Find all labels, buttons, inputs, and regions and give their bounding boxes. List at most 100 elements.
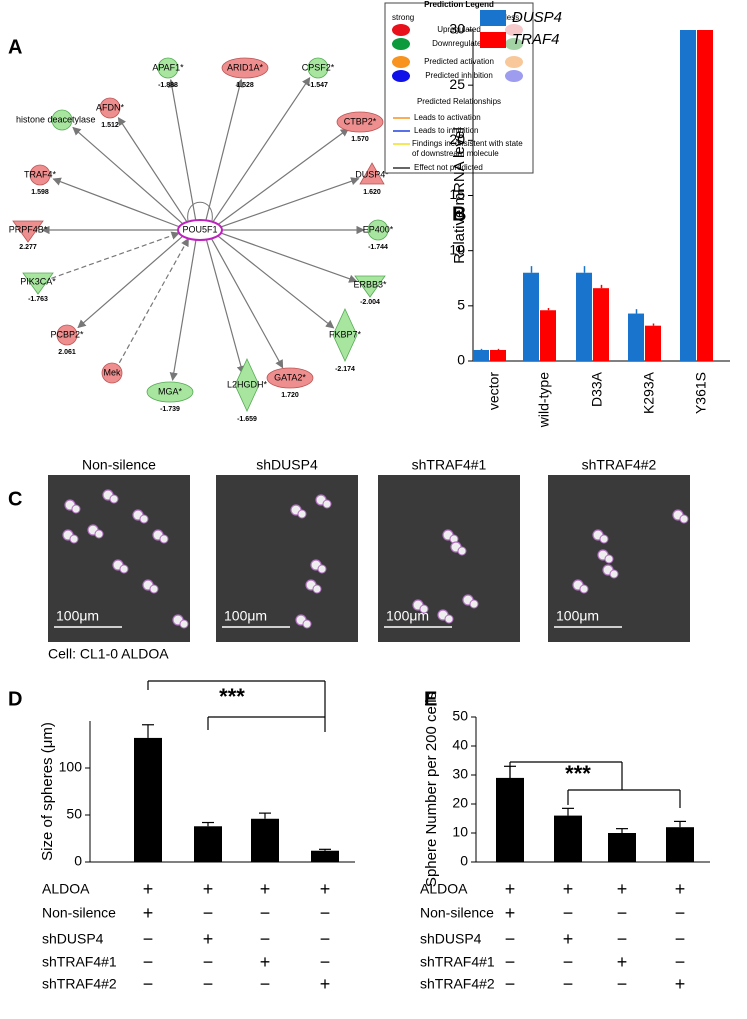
cell bbox=[469, 599, 479, 609]
cell bbox=[322, 499, 332, 509]
cell bbox=[139, 514, 149, 524]
node bbox=[332, 308, 358, 362]
cell bbox=[109, 494, 119, 504]
node-label: Mek bbox=[103, 367, 121, 377]
x-tick-label: vector bbox=[486, 372, 502, 410]
node-value: -1.547 bbox=[308, 82, 328, 89]
node-value: 1.720 bbox=[281, 392, 299, 399]
bar bbox=[540, 310, 556, 361]
node bbox=[359, 162, 385, 185]
condition-mark: − bbox=[563, 952, 574, 972]
image-title: shDUSP4 bbox=[256, 457, 318, 473]
node-value: -2.004 bbox=[360, 299, 380, 306]
condition-label: shDUSP4 bbox=[42, 931, 104, 947]
edge bbox=[205, 239, 245, 375]
micrograph bbox=[378, 475, 520, 642]
node-value: -1.659 bbox=[237, 416, 257, 423]
node-label: MGA* bbox=[158, 386, 183, 396]
legend-item: Downregulated bbox=[432, 39, 486, 48]
condition-mark: − bbox=[203, 952, 214, 972]
edge bbox=[212, 77, 311, 223]
y-tick-label: 10 bbox=[452, 824, 468, 840]
y-tick-label: 50 bbox=[452, 708, 468, 724]
condition-label: shTRAF4#1 bbox=[42, 954, 117, 970]
node-value: 1.598 bbox=[31, 189, 49, 196]
legend-title: Prediction Legend bbox=[424, 0, 494, 9]
cell bbox=[457, 546, 467, 556]
node-label: FKBP7* bbox=[329, 329, 362, 339]
y-tick-label: 40 bbox=[452, 737, 468, 753]
condition-mark: − bbox=[617, 929, 628, 949]
bar bbox=[666, 827, 694, 862]
condition-mark: + bbox=[563, 879, 574, 899]
condition-label: Non-silence bbox=[420, 905, 494, 921]
condition-mark: − bbox=[563, 974, 574, 994]
y-axis-label: Relative mRNA level bbox=[451, 127, 468, 264]
node-label: AFDN* bbox=[96, 102, 124, 112]
bar bbox=[608, 833, 636, 862]
cell bbox=[302, 619, 312, 629]
node-value: -1.888 bbox=[158, 82, 178, 89]
y-tick-label: 50 bbox=[66, 806, 82, 822]
condition-label: shTRAF4#2 bbox=[42, 976, 117, 992]
condition-mark: + bbox=[143, 903, 154, 923]
condition-mark: − bbox=[203, 974, 214, 994]
panel-letter: D bbox=[8, 688, 22, 710]
condition-mark: + bbox=[203, 879, 214, 899]
bar bbox=[523, 272, 539, 361]
legend-swatch-light bbox=[505, 56, 523, 68]
edge bbox=[77, 235, 184, 329]
bar bbox=[311, 850, 339, 862]
legend-relationship-wrap: Findings inconsistent with state of down… bbox=[412, 139, 523, 158]
condition-mark: − bbox=[143, 974, 154, 994]
condition-mark: + bbox=[617, 952, 628, 972]
cell bbox=[317, 564, 327, 574]
legend-subtitle: Predicted Relationships bbox=[417, 97, 501, 106]
legend-strong: strong bbox=[392, 13, 414, 22]
condition-mark: − bbox=[260, 974, 271, 994]
condition-mark: − bbox=[617, 974, 628, 994]
node bbox=[99, 97, 121, 119]
edge bbox=[210, 238, 284, 369]
x-tick-label: D33A bbox=[589, 371, 605, 407]
bar bbox=[134, 737, 162, 862]
panel-letter: C bbox=[8, 488, 22, 510]
significance: *** bbox=[219, 684, 245, 709]
node-label: PRPF4B* bbox=[9, 224, 48, 234]
node-label: CTBP2* bbox=[344, 116, 377, 126]
cell bbox=[679, 514, 689, 524]
legend-swatch bbox=[392, 56, 410, 68]
condition-mark: − bbox=[505, 952, 516, 972]
legend-swatch bbox=[480, 32, 506, 48]
condition-mark: + bbox=[320, 974, 331, 994]
node-label: L2HGDH* bbox=[227, 379, 268, 389]
legend-relationship: Effect not predicted bbox=[414, 163, 483, 172]
cell bbox=[297, 509, 307, 519]
legend-swatch bbox=[392, 70, 410, 82]
cell bbox=[599, 534, 609, 544]
cell bbox=[119, 564, 129, 574]
edge bbox=[52, 177, 180, 228]
node bbox=[336, 111, 384, 133]
node-value: 1.620 bbox=[363, 189, 381, 196]
condition-label: shTRAF4#2 bbox=[420, 976, 495, 992]
edge bbox=[220, 177, 360, 228]
y-tick-label: 20 bbox=[449, 131, 465, 147]
edge bbox=[167, 78, 197, 221]
y-tick-label: 0 bbox=[460, 853, 468, 869]
charts: 0 5 10 15 20 25 30 Relative mRNA level vector wil… bbox=[39, 9, 730, 994]
edge bbox=[205, 78, 244, 221]
cell bbox=[444, 614, 454, 624]
condition-mark: − bbox=[260, 903, 271, 923]
legend-swatch-light bbox=[505, 38, 523, 50]
condition-mark: − bbox=[143, 929, 154, 949]
y-tick-label: 25 bbox=[449, 76, 465, 92]
condition-mark: + bbox=[260, 879, 271, 899]
legend-less: less bbox=[505, 13, 519, 22]
node bbox=[234, 358, 260, 412]
node bbox=[56, 324, 78, 346]
node-label: GATA2* bbox=[274, 372, 306, 382]
bar bbox=[496, 777, 524, 862]
node-label: PCBP2* bbox=[50, 329, 84, 339]
panel-letter: E bbox=[424, 688, 437, 710]
